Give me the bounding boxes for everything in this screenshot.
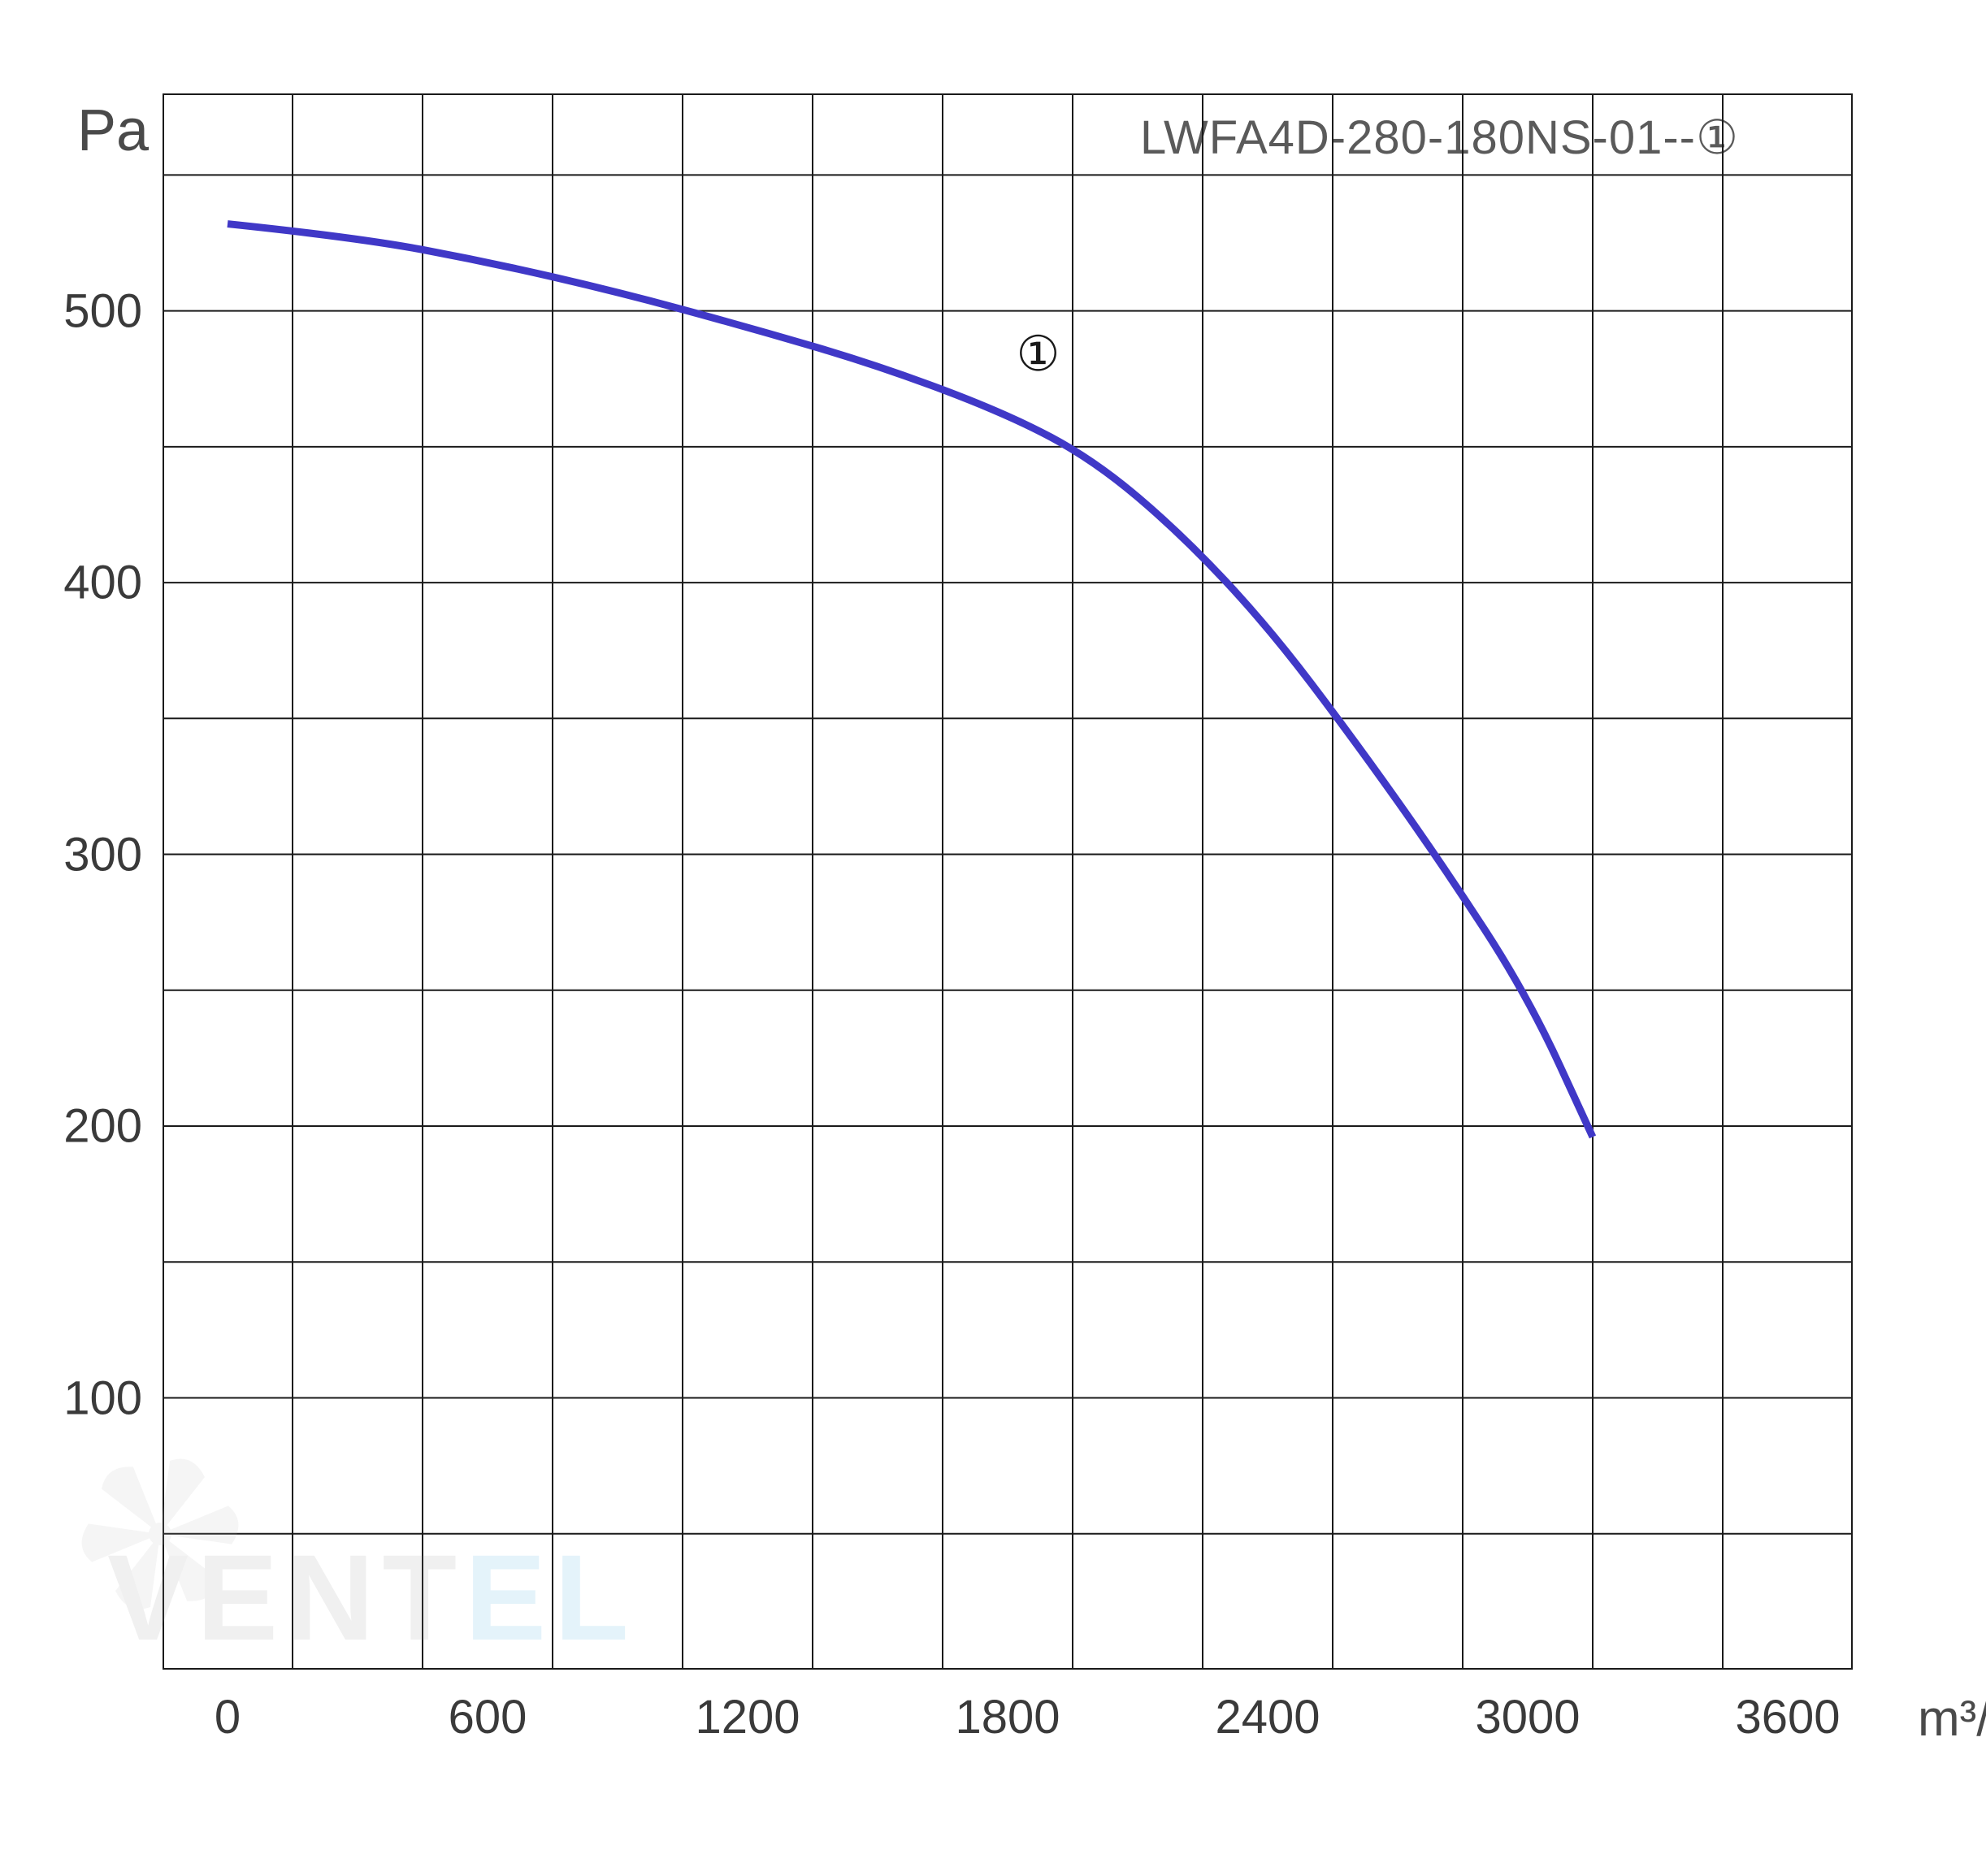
y-tick-label: 100 [63, 1371, 142, 1425]
y-axis-unit: Pa [77, 97, 149, 164]
x-tick-label: 1200 [695, 1690, 800, 1744]
grid [163, 93, 1853, 1670]
plot-area: VENTEL 100200300400500 06001200180024003… [163, 93, 1853, 1670]
curve-1 [228, 224, 1593, 1137]
x-tick-label: 2400 [1215, 1690, 1320, 1744]
x-tick-label: 1800 [955, 1690, 1060, 1744]
chart-svg [163, 93, 1853, 1670]
series-group [228, 224, 1593, 1137]
x-tick-label: 600 [449, 1690, 527, 1744]
x-tick-label: 3000 [1475, 1690, 1580, 1744]
y-tick-label: 300 [63, 827, 142, 882]
curve-annotation: ① [1017, 326, 1060, 383]
y-tick-label: 400 [63, 556, 142, 610]
y-tick-label: 500 [63, 284, 142, 338]
x-axis-unit: m³/h [1918, 1690, 1986, 1748]
x-tick-label: 0 [215, 1690, 241, 1744]
y-tick-label: 200 [63, 1099, 142, 1154]
x-tick-label: 3600 [1735, 1690, 1840, 1744]
fan-curve-chart: Pa LWFA4D-280-180NS-01--① VENTEL 100 [16, 93, 1966, 1670]
